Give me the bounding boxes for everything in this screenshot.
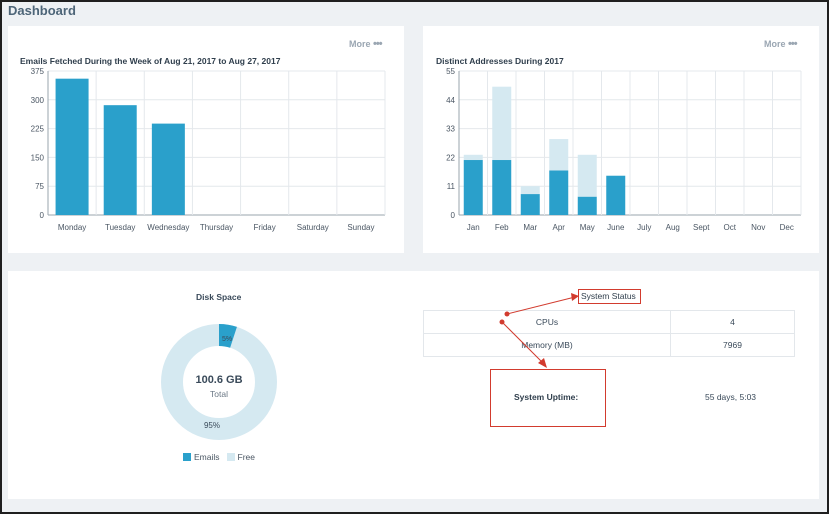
bar[interactable] [103, 105, 137, 215]
bar[interactable] [606, 175, 626, 215]
x-tick-label: Friday [254, 223, 276, 232]
donut-center-value: 100.6 GB [195, 374, 242, 386]
x-tick-label: Apr [553, 223, 566, 232]
x-tick-label: Aug [666, 223, 680, 232]
x-tick-label: Tuesday [105, 223, 135, 232]
legend-free-label: Free [237, 452, 255, 462]
bar[interactable] [549, 139, 569, 171]
x-tick-label: July [637, 223, 651, 232]
bar[interactable] [492, 86, 512, 161]
donut-used-segment [218, 324, 237, 348]
page-title: Dashboard [8, 3, 76, 18]
y-tick-label: 44 [446, 96, 455, 105]
x-tick-label: Nov [751, 223, 765, 232]
memory-label: Memory (MB) [423, 333, 671, 357]
x-tick-label: Wednesday [147, 223, 189, 232]
x-tick-label: Sept [693, 223, 710, 232]
bar[interactable] [492, 160, 512, 215]
donut-used-pct: 5% [222, 336, 232, 343]
x-tick-label: Mar [523, 223, 537, 232]
bar[interactable] [520, 194, 540, 215]
x-tick-label: Feb [495, 223, 509, 232]
y-tick-label: 22 [446, 153, 455, 162]
y-tick-label: 0 [451, 211, 456, 220]
y-tick-label: 375 [31, 67, 45, 76]
more-dots-icon: ••• [373, 38, 383, 50]
bar[interactable] [151, 123, 185, 215]
more-dots-icon: ••• [788, 38, 798, 50]
addresses-card: Distinct Addresses During 2017 More ••• … [423, 26, 819, 253]
bar[interactable] [577, 154, 597, 197]
emails-more-link[interactable]: More ••• [349, 38, 383, 50]
bar[interactable] [549, 170, 569, 215]
disk-donut-chart: 100.6 GB Total 5% 95% [161, 324, 277, 440]
system-uptime-highlight [490, 369, 606, 427]
emails-bar-chart: 0 75 150 225 300 375 Monday Tuesday Wednesday Thu… [31, 67, 386, 232]
emails-card: Emails Fetched During the Week of Aug 21… [8, 26, 404, 253]
legend-free-swatch [226, 453, 235, 461]
x-tick-label: Sunday [347, 223, 374, 232]
system-status-title: System Status [581, 291, 636, 301]
x-tick-label: Oct [724, 223, 737, 232]
y-tick-label: 225 [31, 125, 45, 134]
x-tick-label: Monday [58, 223, 86, 232]
table-row: CPUs 4 [423, 310, 795, 334]
memory-value: 7969 [670, 333, 795, 357]
table-row: Memory (MB) 7969 [423, 333, 795, 357]
y-tick-label: 75 [35, 182, 44, 191]
y-tick-label: 0 [40, 211, 45, 220]
bar[interactable] [55, 78, 89, 216]
disk-title: Disk Space [196, 292, 242, 302]
disk-legend: Emails Free [183, 452, 255, 462]
x-tick-label: Dec [780, 223, 794, 232]
system-card [8, 271, 819, 499]
addresses-more-link[interactable]: More ••• [764, 38, 798, 50]
y-tick-label: 55 [446, 67, 455, 76]
addresses-chart-title: Distinct Addresses During 2017 [436, 56, 564, 66]
cpus-label: CPUs [423, 310, 671, 334]
x-tick-label: June [607, 223, 625, 232]
x-tick-label: Jan [467, 223, 480, 232]
system-status-table: CPUs 4 Memory (MB) 7969 [423, 310, 795, 357]
x-tick-label: Thursday [200, 223, 233, 232]
x-tick-label: Saturday [297, 223, 329, 232]
x-tick-label: May [580, 223, 595, 232]
y-tick-label: 33 [446, 125, 455, 134]
bar[interactable] [520, 186, 540, 195]
system-uptime-value: 55 days, 5:03 [705, 392, 757, 402]
more-label: More [349, 39, 371, 49]
donut-center-label: Total [210, 389, 228, 399]
system-uptime-label: System Uptime: [514, 392, 579, 402]
cpus-value: 4 [670, 310, 795, 334]
more-label: More [764, 39, 786, 49]
bar[interactable] [463, 154, 483, 161]
legend-emails-label: Emails [194, 452, 220, 462]
bar[interactable] [463, 160, 483, 215]
emails-chart-title: Emails Fetched During the Week of Aug 21… [20, 56, 281, 66]
legend-emails-swatch [183, 453, 191, 461]
y-tick-label: 150 [31, 153, 45, 162]
donut-free-pct: 95% [204, 421, 220, 430]
system-status-highlight [578, 289, 641, 304]
y-tick-label: 300 [31, 96, 45, 105]
addresses-bar-chart: 0 11 22 33 44 55 Jan Feb Mar Apr May June July Aug Sep… [446, 67, 802, 232]
bar[interactable] [577, 196, 597, 215]
y-tick-label: 11 [447, 182, 456, 191]
